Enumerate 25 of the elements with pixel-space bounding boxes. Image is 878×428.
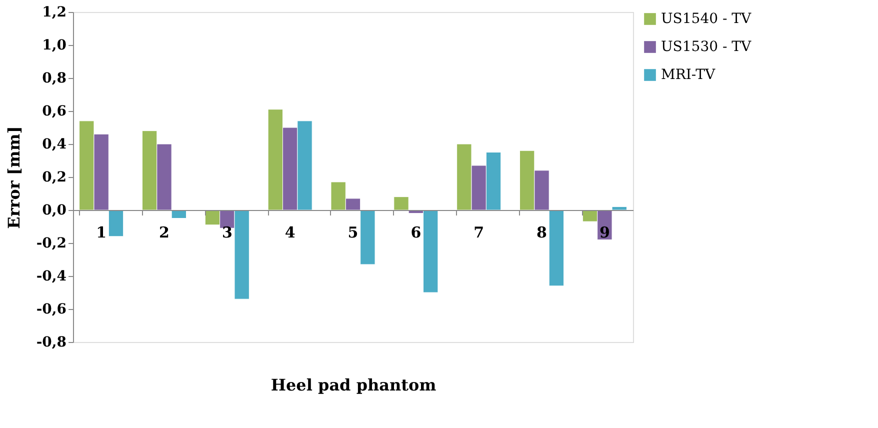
y-axis-title: Error [mm] xyxy=(4,126,24,229)
y-tick-label: 0,4 xyxy=(42,136,67,152)
y-tick-label: 0,2 xyxy=(42,170,66,186)
x-axis-title: Heel pad phantom xyxy=(270,376,436,394)
x-tick-label: 8 xyxy=(536,224,547,242)
y-tick-label: -0,2 xyxy=(36,236,66,252)
y-tick-label: -0,4 xyxy=(36,268,67,284)
x-tick-label: 2 xyxy=(159,224,170,242)
y-tick-label: 1,0 xyxy=(42,38,67,54)
legend-label: MRI-TV xyxy=(661,67,716,83)
x-tick-label: 9 xyxy=(599,224,610,242)
x-tick-label: 6 xyxy=(410,224,422,242)
x-tick-label: 4 xyxy=(284,224,296,242)
legend-label: US1530 - TV xyxy=(661,39,752,55)
x-tick-label: 5 xyxy=(348,224,358,242)
y-tick-label: -0,6 xyxy=(36,302,66,318)
x-tick-label: 1 xyxy=(96,224,107,242)
legend-label: US1540 - TV xyxy=(661,11,752,27)
y-tick-label: 0,6 xyxy=(42,104,66,120)
y-tick-label: 0,8 xyxy=(42,70,66,86)
y-tick-label: 1,2 xyxy=(42,4,66,20)
y-tick-label: 0,0 xyxy=(42,202,67,218)
x-tick-label: 7 xyxy=(474,224,484,242)
x-tick-label: 3 xyxy=(222,224,232,242)
y-tick-label: -0,8 xyxy=(36,334,66,350)
